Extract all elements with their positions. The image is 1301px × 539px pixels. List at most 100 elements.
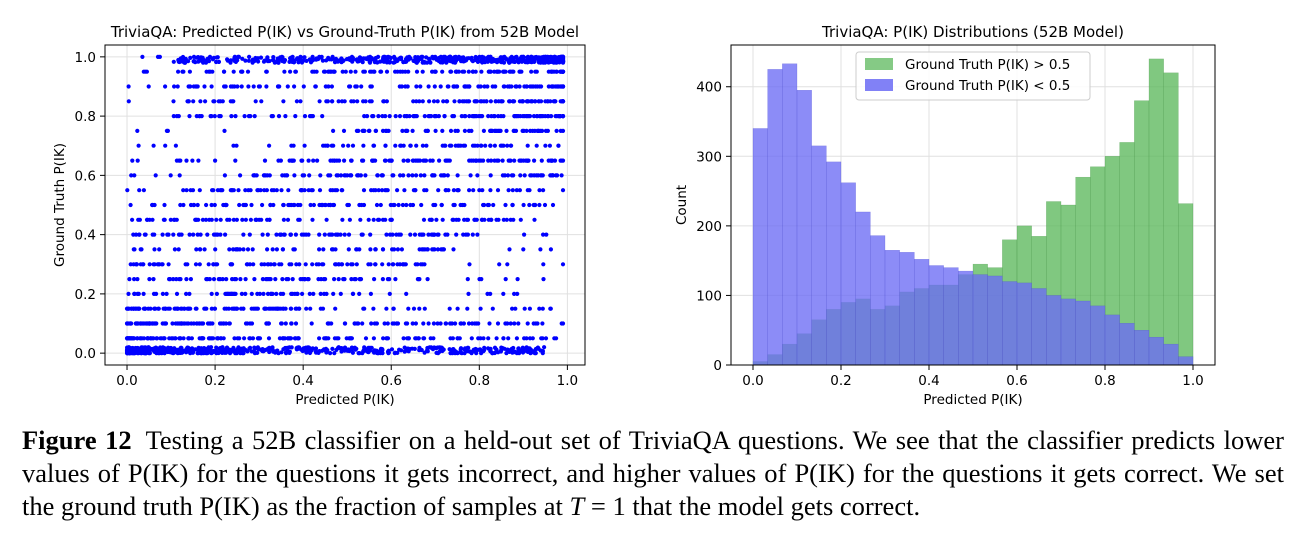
scatter-point — [498, 143, 503, 148]
scatter-point — [286, 188, 291, 193]
scatter-point — [413, 262, 418, 267]
scatter-point — [366, 128, 371, 133]
scatter-point — [348, 84, 353, 89]
scatter-point — [534, 143, 539, 148]
scatter-point — [455, 306, 460, 311]
histogram-frame — [730, 44, 1216, 366]
scatter-point — [482, 202, 487, 208]
scatter-point — [434, 350, 439, 355]
scatter-point — [241, 247, 246, 252]
scatter-point — [171, 217, 177, 222]
scatter-point — [189, 321, 194, 326]
scatter-point — [131, 306, 136, 311]
scatter-point — [512, 321, 517, 326]
scatter-point — [466, 291, 471, 296]
scatter-point — [335, 173, 341, 178]
scatter-point — [396, 232, 402, 237]
scatter-point — [513, 128, 519, 133]
scatter-point — [130, 217, 135, 222]
scatter-point — [160, 291, 165, 296]
scatter-point — [257, 84, 262, 89]
scatter-point — [353, 347, 358, 352]
scatter-point — [170, 321, 175, 326]
scatter-point — [204, 347, 209, 352]
scatter-point — [190, 158, 195, 163]
scatter-point — [503, 277, 508, 282]
scatter-point — [247, 232, 252, 237]
scatter-point — [540, 336, 545, 341]
scatter-point — [243, 202, 248, 208]
scatter-point — [417, 348, 422, 353]
scatter-point — [340, 217, 345, 222]
scatter-point — [381, 336, 386, 341]
scatter-point — [280, 58, 285, 64]
scatter-point — [126, 84, 131, 89]
scatter-point — [526, 58, 531, 63]
scatter-point — [265, 262, 270, 267]
scatter-point — [486, 202, 491, 208]
scatter-point — [195, 351, 200, 356]
scatter-point — [395, 188, 400, 193]
scatter-point — [151, 291, 157, 296]
scatter-point — [501, 291, 506, 296]
scatter-point — [491, 202, 496, 208]
scatter-point — [408, 232, 413, 237]
scatter-point — [380, 217, 386, 222]
scatter-point — [406, 158, 411, 163]
scatter-point — [194, 247, 199, 252]
scatter-point — [313, 346, 319, 351]
scatter-point — [505, 84, 510, 89]
scatter-point — [347, 347, 352, 352]
scatter-point — [307, 114, 313, 119]
scatter-point — [507, 247, 512, 252]
scatter-point — [435, 321, 440, 326]
histogram-bar-incorrect — [840, 182, 856, 366]
scatter-point — [336, 262, 341, 267]
scatter-point — [421, 321, 426, 326]
scatter-point — [453, 321, 458, 326]
scatter-point — [213, 158, 218, 163]
scatter-point — [255, 56, 260, 61]
scatter-point — [203, 217, 209, 222]
histogram-bar-incorrect — [811, 145, 827, 366]
scatter-point — [300, 291, 305, 296]
scatter-point — [543, 99, 548, 104]
scatter-point — [366, 262, 371, 267]
scatter-point — [540, 306, 545, 311]
scatter-point — [431, 99, 437, 104]
scatter-point — [467, 262, 472, 267]
scatter-point — [163, 143, 168, 148]
scatter-point — [459, 321, 464, 326]
scatter-point — [385, 321, 390, 326]
scatter-point — [302, 277, 307, 282]
scatter-point — [268, 202, 273, 208]
scatter-point — [543, 336, 549, 341]
scatter-point — [425, 345, 430, 351]
scatter-point — [237, 247, 242, 252]
histogram-bar-incorrect — [987, 275, 1003, 366]
scatter-point — [187, 84, 192, 89]
scatter-point — [225, 291, 230, 296]
scatter-point — [506, 60, 511, 65]
scatter-point — [350, 350, 355, 355]
scatter-point — [436, 114, 441, 119]
scatter-point — [431, 321, 436, 326]
scatter-point — [374, 321, 379, 326]
scatter-point — [281, 217, 286, 222]
scatter-point — [511, 291, 517, 296]
scatter-point — [295, 291, 300, 296]
scatter-point — [232, 336, 237, 341]
scatter-point — [517, 188, 523, 193]
scatter-point — [333, 262, 338, 267]
scatter-point — [525, 143, 530, 148]
scatter-point — [324, 99, 329, 104]
scatter-point — [124, 336, 130, 341]
scatter-point — [200, 217, 205, 222]
scatter-point — [277, 262, 282, 267]
scatter-point — [488, 69, 493, 74]
scatter-point — [404, 128, 409, 133]
scatter-point — [310, 217, 315, 222]
scatter-point — [342, 321, 347, 326]
scatter-point — [333, 306, 338, 311]
scatter-point — [420, 69, 425, 74]
